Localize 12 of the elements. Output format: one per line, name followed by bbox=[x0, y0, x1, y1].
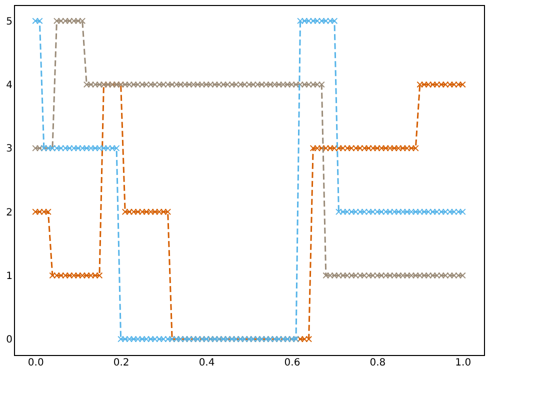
x-tick-label: 0.8 bbox=[370, 358, 386, 368]
y-tick-label: 3 bbox=[6, 144, 12, 155]
y-tick-label: 0 bbox=[6, 334, 12, 346]
y-tick-label: 2 bbox=[6, 207, 12, 218]
x-tick-label: 0.0 bbox=[28, 358, 44, 368]
x-tick-label: 1.0 bbox=[455, 358, 472, 368]
x-tick-label: 0.2 bbox=[113, 358, 130, 368]
y-tick-label: 4 bbox=[6, 80, 12, 92]
x-tick-label: 0.4 bbox=[198, 358, 215, 368]
x-tick-label: 0.6 bbox=[284, 358, 300, 368]
y-tick-label: 5 bbox=[6, 16, 12, 28]
y-tick-label: 1 bbox=[6, 270, 12, 282]
